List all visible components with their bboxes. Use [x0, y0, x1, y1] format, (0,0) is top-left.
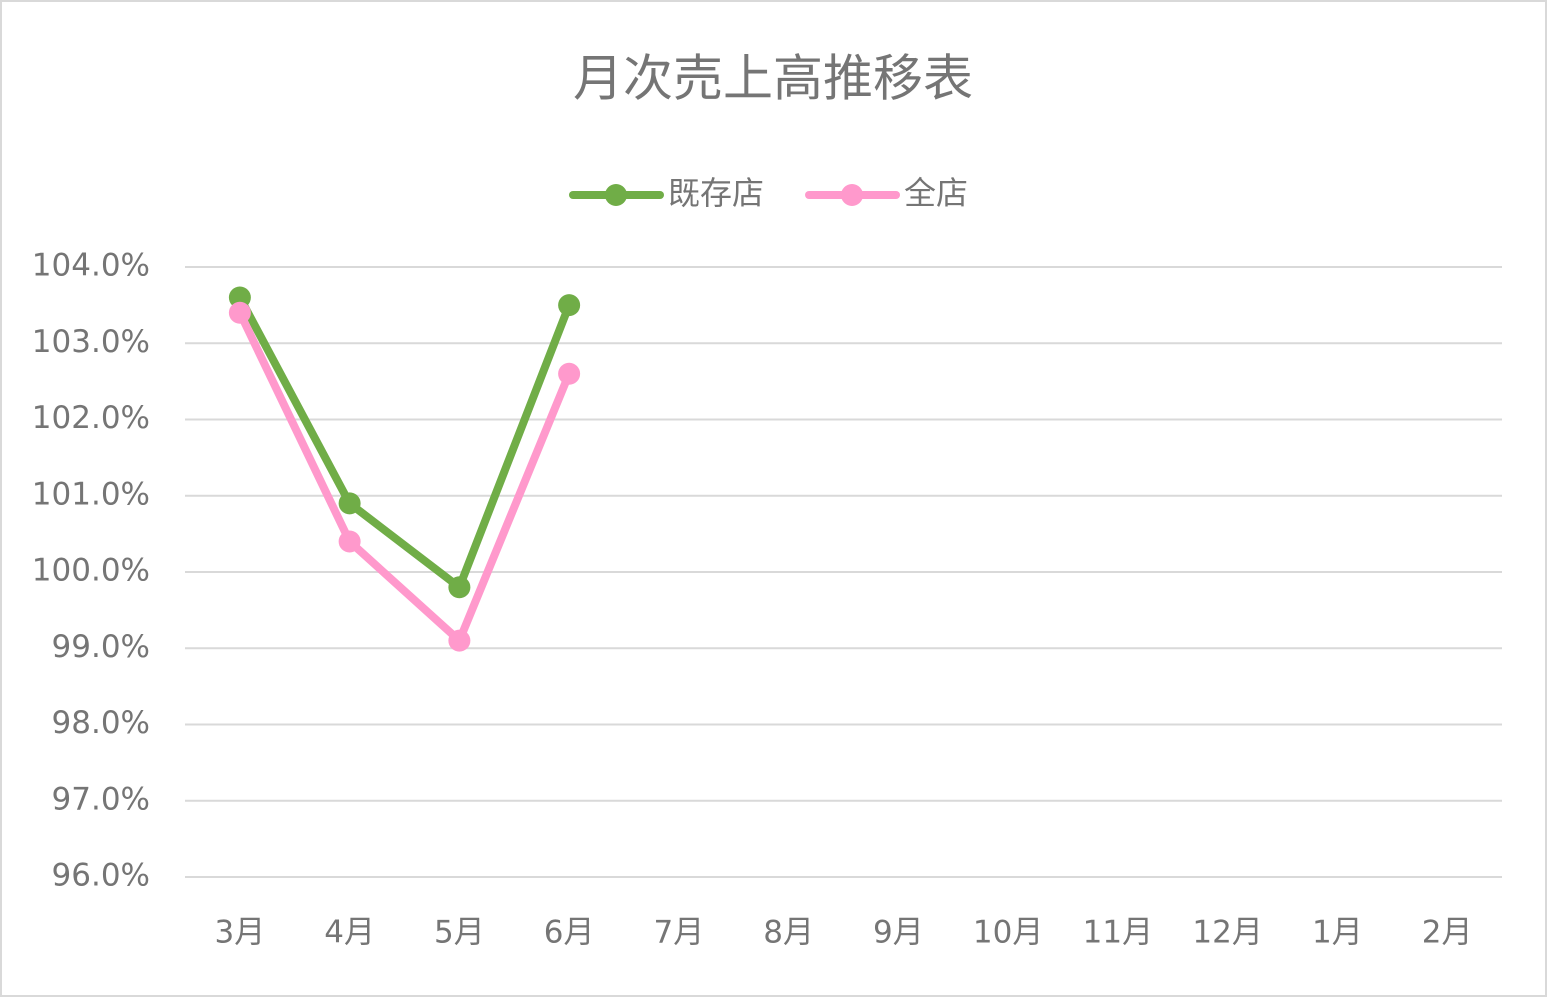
x-tick-label: 2月: [1422, 915, 1473, 951]
x-tick-label: 9月: [873, 915, 924, 951]
data-point: [228, 301, 251, 324]
y-tick-label: 102.0%: [32, 400, 150, 436]
data-point: [448, 629, 471, 652]
data-point: [228, 286, 251, 309]
y-tick-label: 100.0%: [32, 553, 150, 589]
x-tick-label: 6月: [544, 915, 595, 951]
series-line: [236, 295, 573, 592]
x-tick-label: 4月: [324, 915, 375, 951]
y-tick-label: 103.0%: [32, 324, 150, 360]
legend-marker: [605, 184, 627, 206]
series-line: [236, 311, 573, 645]
legend-marker: [841, 184, 864, 206]
data-point: [338, 530, 361, 553]
x-tick-label: 12月: [1192, 915, 1262, 951]
x-tick-label: 10月: [973, 915, 1043, 951]
data-point: [558, 362, 581, 385]
x-tick-label: 7月: [654, 915, 705, 951]
x-tick-label: 8月: [763, 915, 814, 951]
legend-label: 全店: [904, 174, 968, 212]
x-tick-label: 1月: [1312, 915, 1363, 951]
chart-title: 月次売上高推移表: [573, 50, 973, 108]
x-tick-label: 3月: [215, 915, 266, 951]
x-tick-label: 11月: [1083, 915, 1153, 951]
legend-label: 既存店: [668, 174, 764, 212]
x-tick-label: 5月: [434, 915, 485, 951]
y-tick-label: 99.0%: [52, 629, 150, 665]
data-point: [448, 576, 471, 599]
data-point: [558, 294, 581, 317]
y-tick-label: 101.0%: [32, 476, 150, 512]
y-tick-label: 96.0%: [52, 858, 150, 894]
y-tick-label: 97.0%: [52, 781, 150, 817]
y-tick-label: 98.0%: [52, 705, 150, 741]
y-tick-label: 104.0%: [32, 248, 150, 284]
data-point: [338, 492, 361, 515]
